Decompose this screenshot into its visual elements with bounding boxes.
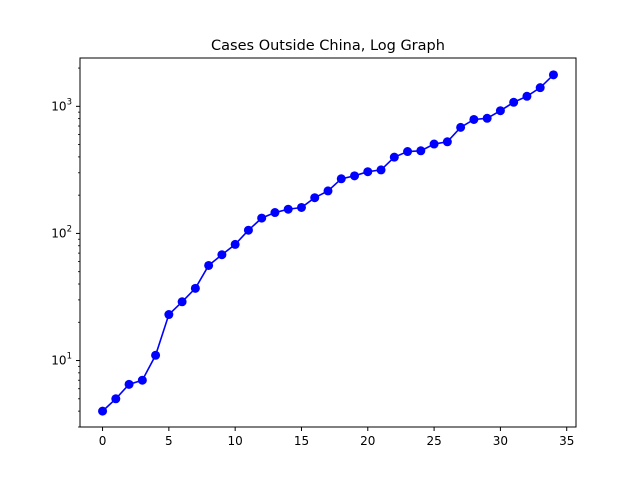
data-point bbox=[336, 174, 346, 184]
y-tick-exponent: 2 bbox=[67, 224, 72, 234]
data-point bbox=[310, 193, 320, 203]
series-layer bbox=[98, 70, 558, 416]
x-tick-label: 35 bbox=[559, 434, 574, 448]
data-point bbox=[137, 375, 147, 385]
data-point bbox=[204, 260, 214, 270]
data-point bbox=[151, 350, 161, 360]
data-point bbox=[270, 208, 280, 218]
data-point bbox=[98, 406, 108, 416]
data-point bbox=[522, 91, 532, 101]
x-tick-label: 10 bbox=[228, 434, 243, 448]
x-tick-label: 30 bbox=[493, 434, 508, 448]
data-point bbox=[296, 202, 306, 212]
y-tick-base: 10 bbox=[51, 99, 66, 113]
data-point bbox=[376, 165, 386, 175]
data-point bbox=[509, 97, 519, 107]
series-line bbox=[102, 74, 555, 412]
data-point bbox=[469, 114, 479, 124]
y-tick-base: 10 bbox=[51, 226, 66, 240]
data-point bbox=[403, 147, 413, 157]
x-tick-label: 20 bbox=[360, 434, 375, 448]
data-point bbox=[389, 152, 399, 162]
data-point bbox=[230, 239, 240, 249]
data-point bbox=[495, 106, 505, 116]
chart-title: Cases Outside China, Log Graph bbox=[211, 38, 445, 54]
data-point bbox=[535, 83, 545, 93]
x-tick-label: 25 bbox=[426, 434, 441, 448]
x-axis: 0 5 10 15 20 25 30 35 bbox=[99, 427, 574, 448]
y-tick-exponent: 1 bbox=[67, 352, 72, 362]
y-tick-label: 102 bbox=[51, 224, 72, 240]
data-point bbox=[111, 394, 121, 404]
data-point bbox=[363, 167, 373, 177]
x-tick-label: 0 bbox=[99, 434, 107, 448]
plot-area bbox=[79, 57, 577, 428]
data-point bbox=[482, 113, 492, 123]
data-point bbox=[124, 379, 134, 389]
data-point bbox=[350, 171, 360, 181]
x-tick-label: 5 bbox=[165, 434, 173, 448]
data-point bbox=[243, 225, 253, 235]
data-point bbox=[416, 146, 426, 156]
y-tick-label: 101 bbox=[51, 352, 72, 368]
y-tick-base: 10 bbox=[51, 354, 66, 368]
y-tick-label: 103 bbox=[51, 97, 72, 113]
data-point bbox=[190, 283, 200, 293]
data-point bbox=[548, 70, 558, 80]
data-point bbox=[283, 204, 293, 214]
data-point bbox=[217, 250, 227, 260]
data-point bbox=[323, 186, 333, 196]
data-point bbox=[442, 137, 452, 147]
y-tick-exponent: 3 bbox=[67, 97, 72, 107]
data-point bbox=[429, 139, 439, 149]
data-point bbox=[164, 310, 174, 320]
data-point bbox=[456, 122, 466, 132]
data-point bbox=[257, 213, 267, 223]
data-point bbox=[177, 297, 187, 307]
x-tick-label: 15 bbox=[294, 434, 309, 448]
